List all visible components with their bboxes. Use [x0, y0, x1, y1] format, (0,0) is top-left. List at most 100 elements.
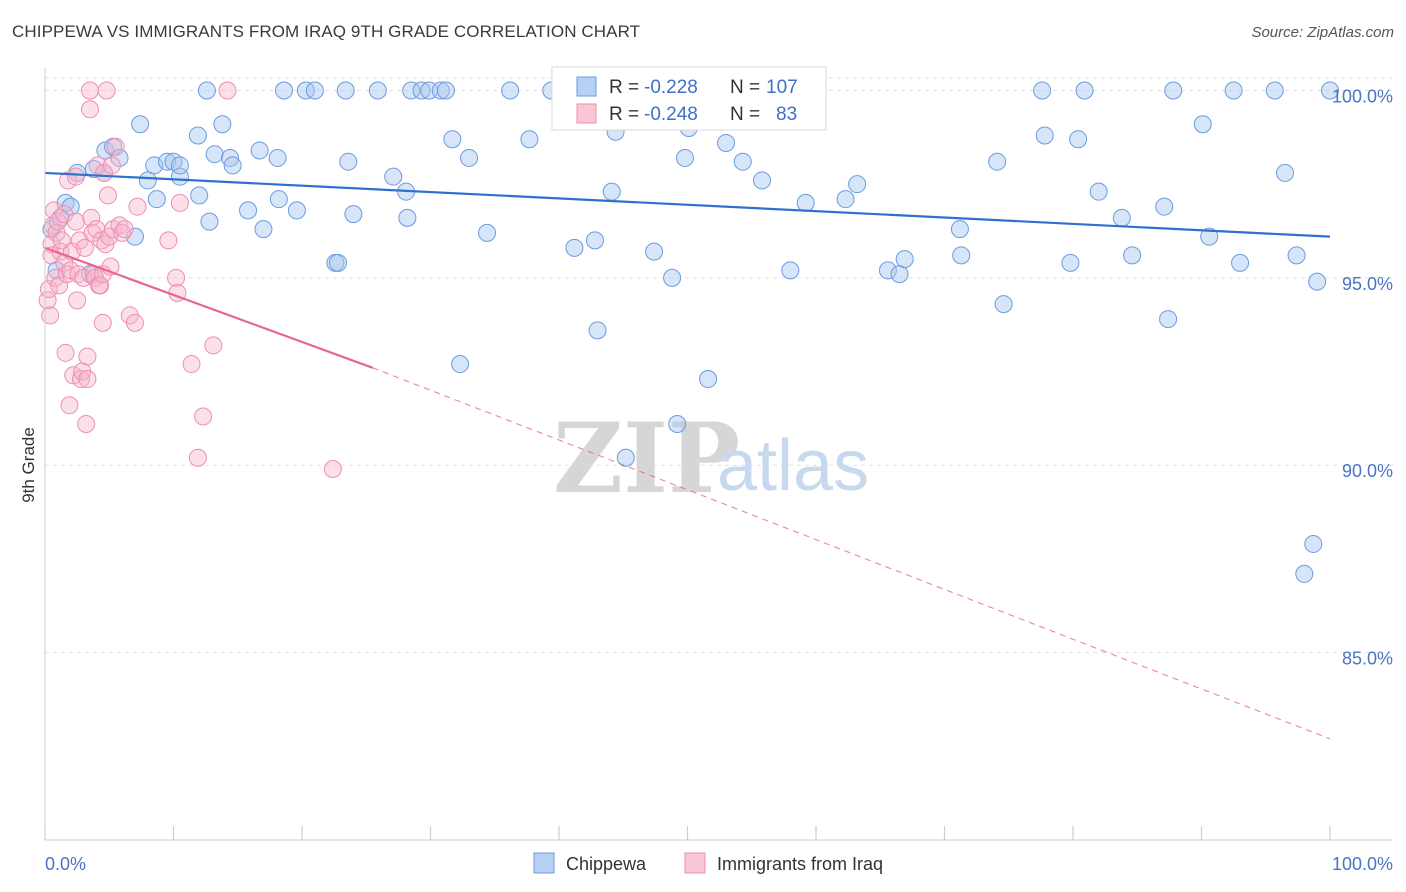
y-tick-labels: 85.0% 90.0% 95.0% 100.0% [1332, 86, 1393, 668]
chippewa-point [1231, 253, 1250, 272]
iraq-point [48, 212, 67, 231]
chippewa-point [398, 208, 417, 227]
iraq-point [167, 268, 186, 287]
chippewa-point [675, 148, 694, 167]
iraq-point [71, 370, 90, 389]
chippewa-point [1287, 246, 1306, 265]
watermark-zip: ZIP [553, 402, 740, 515]
chippewa-point [131, 115, 150, 134]
chippewa-point [336, 81, 355, 100]
chippewa-point [1075, 81, 1094, 100]
chippewa-point [368, 81, 387, 100]
watermark-atlas: atlas [717, 426, 869, 506]
chippewa-point [436, 81, 455, 100]
iraq-point [102, 156, 121, 175]
iraq-point [82, 208, 101, 227]
y-tick-label: 85.0% [1342, 649, 1393, 669]
chippewa-point [221, 148, 240, 167]
chippewa-point [668, 415, 687, 434]
iraq-point [115, 220, 134, 239]
iraq-trend-extension [372, 367, 1331, 740]
chippewa-point [952, 246, 971, 265]
chippewa-point [287, 201, 306, 220]
iraq-points [38, 81, 342, 478]
chippewa-point [223, 156, 242, 175]
x-tick-label-max: 100.0% [1332, 854, 1393, 874]
chippewa-point [753, 171, 772, 190]
chippewa-point [451, 355, 470, 374]
chippewa-point [328, 253, 347, 272]
iraq-point [128, 197, 147, 216]
iraq-point [323, 459, 342, 478]
iraq-point [170, 193, 189, 212]
chippewa-point [1200, 227, 1219, 246]
chippewa-point [717, 133, 736, 152]
chippewa-point [616, 448, 635, 467]
chippewa-trend-line [44, 171, 1331, 238]
chippewa-point [478, 223, 497, 242]
chippewa-point [460, 148, 479, 167]
chippewa-point [663, 268, 682, 287]
chippewa-point [1159, 310, 1178, 329]
chippewa-point [520, 130, 539, 149]
chippewa-point [250, 141, 269, 160]
chippewa-point [190, 186, 209, 205]
chippewa-point [147, 190, 166, 209]
chippewa-point [200, 212, 219, 231]
chippewa-point [988, 152, 1007, 171]
series-legend: Chippewa Immigrants from Iraq [533, 852, 883, 874]
chippewa-point [239, 201, 258, 220]
iraq-point [66, 167, 85, 186]
iraq-point [80, 81, 99, 100]
y-tick-label: 100.0% [1332, 86, 1393, 106]
chippewa-point [384, 167, 403, 186]
legend-iraq-swatch [684, 852, 706, 874]
chippewa-point [402, 81, 421, 100]
legend-chippewa-label: Chippewa [566, 854, 647, 874]
stats-legend-frame [551, 66, 827, 131]
chippewa-point [501, 81, 520, 100]
chippewa-point [890, 265, 909, 284]
chippewa-point [950, 220, 969, 239]
iraq-point [41, 306, 60, 325]
iraq-point [194, 407, 213, 426]
chippewa-point [305, 81, 324, 100]
chippewa-point [1321, 81, 1339, 100]
gridlines [45, 77, 1393, 654]
chippewa-point [645, 242, 664, 261]
y-axis-label: 9th Grade [19, 427, 38, 503]
chippewa-point [994, 295, 1013, 314]
iraq-n-value: 83 [776, 104, 797, 125]
chippewa-point [188, 126, 207, 145]
chippewa-swatch [576, 76, 597, 97]
chippewa-point [796, 193, 815, 212]
chippewa-point [269, 190, 288, 209]
iraq-point [204, 336, 223, 355]
iraq-point [182, 355, 201, 374]
watermark: ZIP atlas [553, 402, 869, 515]
chippewa-r-value: -0.228 [644, 77, 698, 98]
chippewa-point [1304, 534, 1323, 553]
chippewa-point [1164, 81, 1183, 100]
chippewa-point [1035, 126, 1054, 145]
chippewa-point [268, 148, 287, 167]
y-tick-label: 90.0% [1342, 461, 1393, 481]
chippewa-point [339, 152, 358, 171]
iraq-r-value: -0.248 [644, 104, 698, 125]
chippewa-point [836, 190, 855, 209]
chippewa-point [1193, 115, 1212, 134]
iraq-swatch [576, 103, 597, 124]
legend-iraq-label: Immigrants from Iraq [717, 854, 883, 874]
chippewa-point [1155, 197, 1174, 216]
iraq-point [60, 396, 79, 415]
chippewa-point [565, 238, 584, 257]
iraq-point [98, 186, 117, 205]
chippewa-point [1123, 246, 1142, 265]
iraq-point [159, 231, 178, 250]
chippewa-point [1308, 272, 1327, 291]
iraq-point [78, 347, 97, 366]
iraq-point [68, 291, 87, 310]
chippewa-point [1265, 81, 1284, 100]
chippewa-point [431, 81, 450, 100]
